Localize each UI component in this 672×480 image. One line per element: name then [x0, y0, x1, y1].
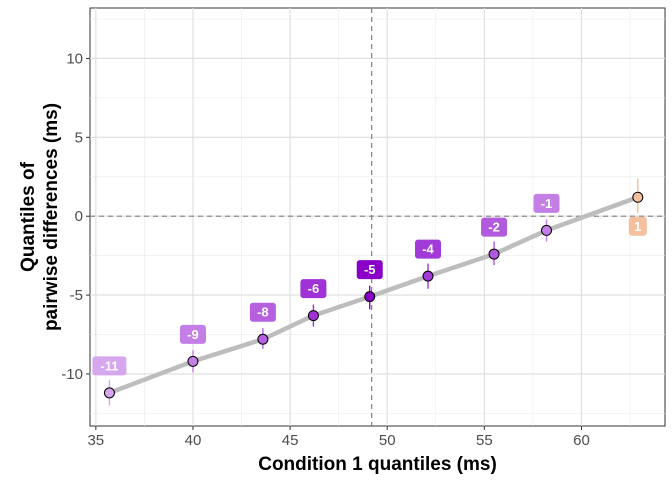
- x-tick-label: 40: [185, 432, 202, 449]
- quantile-series: -11-9-8-6-5-4-2-11: [92, 178, 647, 406]
- difference-label-badge: [533, 193, 560, 213]
- difference-label-badge: [415, 239, 442, 259]
- difference-label-badge: [356, 260, 383, 280]
- difference-label: 1: [634, 219, 641, 234]
- quantile-point: [187, 355, 199, 367]
- y-tick-label: 5: [75, 129, 83, 146]
- difference-label-badge: [481, 217, 508, 237]
- plot-panel: [89, 7, 666, 427]
- quantile-point: [541, 224, 553, 236]
- x-tick-label: 50: [379, 432, 396, 449]
- y-axis-title-line-2: pairwise differences (ms): [41, 103, 62, 331]
- y-axis-title: Quantiles of pairwise differences (ms): [18, 103, 62, 331]
- x-axis-title: Condition 1 quantiles (ms): [258, 454, 497, 475]
- y-axis-title-line-1: Quantiles of: [18, 161, 39, 271]
- quantile-point: [488, 248, 500, 260]
- difference-label: -9: [187, 327, 199, 342]
- y-tick-label: -10: [61, 366, 83, 383]
- x-tick-label: 35: [87, 432, 104, 449]
- quantile-point: [307, 310, 319, 322]
- difference-label-badge: [179, 324, 206, 344]
- y-tick-label: 0: [75, 208, 83, 225]
- difference-label: -6: [308, 281, 320, 296]
- difference-label: -2: [488, 220, 500, 235]
- difference-label: -1: [541, 196, 553, 211]
- difference-label-badge: [300, 279, 327, 299]
- x-tick-label: 45: [282, 432, 299, 449]
- quantile-point: [632, 191, 644, 203]
- quantile-point: [422, 270, 434, 282]
- difference-label: -8: [257, 305, 269, 320]
- y-tick-label: -5: [70, 287, 83, 304]
- y-axis-ticks: -10 -5 0 5 10: [61, 50, 90, 383]
- difference-label: -5: [364, 262, 376, 277]
- x-tick-label: 55: [476, 432, 493, 449]
- y-tick-label: 10: [66, 50, 83, 67]
- quantile-point: [364, 291, 376, 303]
- x-tick-label: 60: [573, 432, 590, 449]
- difference-label-badge: [628, 216, 647, 236]
- quantile-point: [103, 387, 115, 399]
- quantile-point: [257, 333, 269, 345]
- difference-label: -11: [100, 358, 118, 373]
- difference-label-badge: [92, 356, 127, 376]
- reference-lines: [90, 8, 665, 426]
- difference-label: -4: [422, 242, 434, 257]
- x-axis-ticks: 35 40 45 50 55 60: [87, 426, 590, 449]
- difference-label-badge: [249, 302, 276, 322]
- minor-gridlines: [90, 8, 665, 426]
